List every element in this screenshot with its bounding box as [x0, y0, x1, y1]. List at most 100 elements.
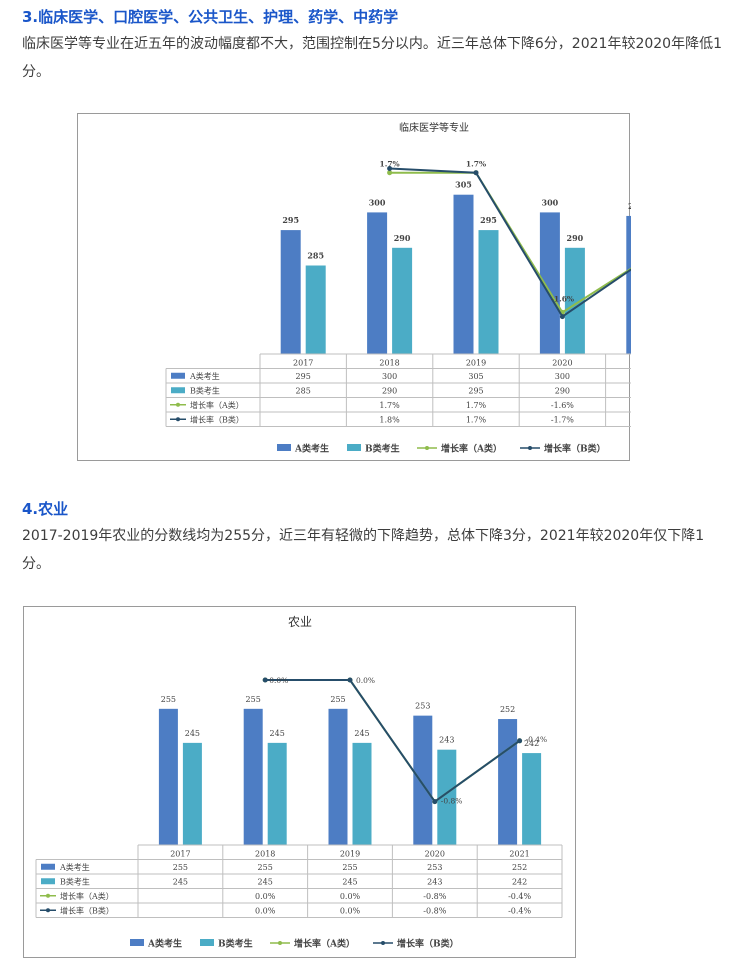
- legend-label: 增长率（A类）: [441, 443, 502, 455]
- legend-swatch: [130, 939, 144, 946]
- bar-b-2019: [352, 742, 372, 845]
- point-rate-b-2018: [387, 165, 393, 171]
- legend-label: 增长率（A类）: [294, 938, 355, 950]
- bar-label: 242: [524, 739, 539, 748]
- legend-label: A类考生: [147, 938, 182, 950]
- line-rate-b: [389, 167, 650, 319]
- bar-a-2017: [158, 708, 178, 845]
- table-cell: 285: [296, 386, 311, 395]
- bar-a-2019: [453, 194, 474, 354]
- table-legend-swatch: [41, 878, 55, 885]
- table-series-name: A类考生: [59, 862, 90, 872]
- bar-b-2021: [522, 753, 542, 845]
- bar-label: 295: [480, 215, 497, 225]
- category-label: 2019: [466, 359, 486, 368]
- table-legend-marker: [46, 908, 50, 913]
- legend-label: A类考生: [294, 443, 329, 455]
- legend-marker: [425, 446, 429, 450]
- legend-label: 增长率（B类）: [544, 443, 606, 455]
- category-label: 2021: [509, 850, 529, 859]
- bar-b-2020: [564, 247, 585, 354]
- table-legend-swatch: [41, 863, 55, 870]
- table-cell: 295: [296, 372, 311, 381]
- table-cell: -0.4%: [508, 906, 531, 915]
- bar-label: 305: [455, 180, 472, 190]
- bar-label: 300: [369, 197, 386, 207]
- point-rate-b-2018: [262, 677, 268, 683]
- table-series-name: A类考生: [189, 371, 220, 381]
- table-cell: 245: [173, 877, 188, 886]
- legend-label: B类考生: [365, 443, 400, 455]
- table-series-name: 增长率（A类）: [60, 891, 114, 901]
- chart-title: 农业: [288, 615, 312, 629]
- chart-agriculture-svg: 农业 255 255 255 253 252 245 245 245 243 242 0.0% 0.0%…: [35, 615, 563, 950]
- bar-label: 255: [246, 695, 261, 704]
- chart-title: 临床医学等专业: [399, 121, 469, 134]
- legend-label: B类考生: [218, 938, 253, 950]
- bar-b-2019: [478, 230, 499, 354]
- table-cell: 300: [382, 372, 397, 381]
- table-series-name: B类考生: [60, 876, 90, 886]
- table-cell: 245: [258, 877, 273, 886]
- rate-point-label: 1.7%: [466, 160, 486, 169]
- category-label: 2017: [170, 850, 190, 859]
- bar-label: 290: [567, 233, 584, 243]
- table-legend-marker: [46, 893, 50, 898]
- section-heading-clinical: 3.临床医学、口腔医学、公共卫生、护理、药学、中药学: [22, 8, 399, 26]
- chart-clinical: 临床医学等专业2953003053002992852902952902891.7…: [77, 113, 693, 461]
- bar-label: 285: [307, 251, 324, 261]
- table-cell: 305: [468, 372, 483, 381]
- chart-agriculture: 农业 255 255 255 253 252 245 245 245 243 242 0.0% 0.0%…: [23, 606, 576, 958]
- bar-b-2017: [305, 265, 326, 354]
- bar-label: 245: [185, 729, 200, 738]
- bar-a-2021: [626, 215, 647, 354]
- category-label: 2018: [379, 359, 399, 368]
- section-paragraph-clinical: 临床医学等专业在近五年的波动幅度都不大，范围控制在5分以内。近三年总体下降6分，…: [22, 36, 722, 80]
- table-cell: 255: [258, 863, 273, 872]
- bar-a-2018: [367, 212, 388, 354]
- bar-label: 245: [354, 729, 369, 738]
- legend-label: 增长率（B类）: [397, 938, 459, 950]
- table-cell: -1.6%: [551, 401, 574, 410]
- bar-label: 245: [270, 729, 285, 738]
- chart-clinical-svg: 临床医学等专业2953003053002992852902952902891.7…: [165, 121, 693, 455]
- category-label: 2020: [552, 359, 572, 368]
- table-cell: -0.4%: [508, 892, 531, 901]
- table-cell: 295: [468, 386, 483, 395]
- rate-point-label: 0.0%: [269, 676, 288, 685]
- table-cell: 0.0%: [255, 906, 276, 915]
- bar-a-2020: [413, 715, 433, 845]
- bar-label: 295: [282, 215, 299, 225]
- table-legend-marker: [176, 417, 180, 422]
- bar-a-2018: [243, 708, 263, 845]
- rate-point-label: -1.6%: [551, 294, 574, 303]
- bar-a-2020: [539, 212, 560, 354]
- legend-swatch: [347, 444, 361, 451]
- rate-point-label: 1.7%: [380, 160, 400, 169]
- table-series-name: 增长率（B类）: [60, 905, 114, 915]
- section-heading-agriculture: 4.农业: [22, 500, 69, 518]
- bar-label: 255: [161, 695, 176, 704]
- point-rate-b-2020: [559, 314, 565, 320]
- table-legend-marker: [176, 402, 180, 407]
- point-rate-a-2018: [387, 170, 393, 176]
- table-cell: 290: [555, 386, 570, 395]
- bar-b-2018: [267, 742, 287, 845]
- point-rate-b-2020: [432, 799, 438, 805]
- line-rate-b: [265, 679, 521, 804]
- bar-b-2020: [437, 749, 457, 845]
- table-cell: -1.7%: [551, 415, 574, 424]
- table-cell: 255: [342, 863, 357, 872]
- table-cell: 0.0%: [340, 892, 361, 901]
- table-cell: 300: [555, 372, 570, 381]
- legend-swatch: [200, 939, 214, 946]
- bar-a-2021: [498, 719, 518, 845]
- table-cell: -0.8%: [423, 906, 446, 915]
- bar-a-2017: [280, 230, 301, 354]
- bar-label: 252: [500, 705, 515, 714]
- table-series-name: B类考生: [190, 385, 220, 395]
- point-rate-b-2019: [347, 677, 353, 683]
- table-legend-swatch: [171, 372, 185, 379]
- point-rate-b-2019: [473, 170, 479, 176]
- point-rate-b-2021: [517, 738, 523, 744]
